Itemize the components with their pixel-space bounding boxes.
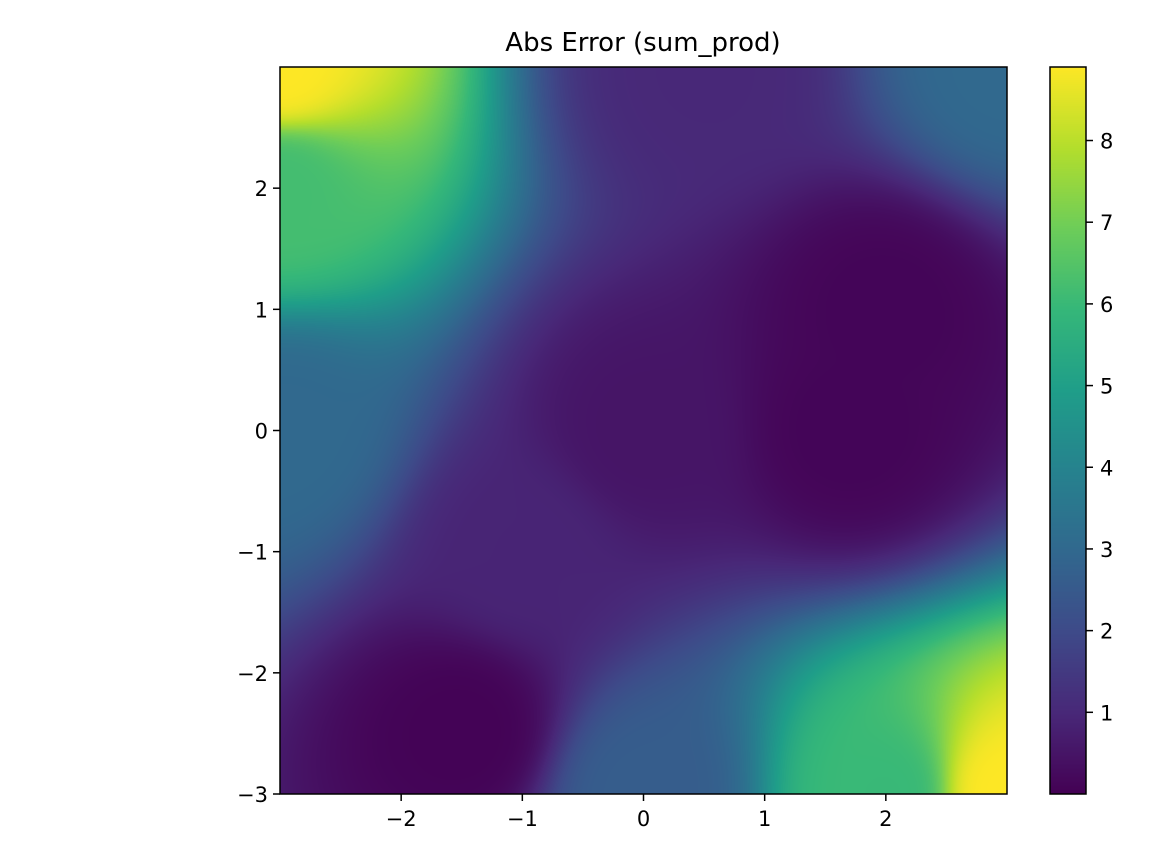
colorbar-tick-label: 1 bbox=[1100, 701, 1113, 725]
colorbar-tick-label: 6 bbox=[1100, 293, 1113, 317]
colorbar-tick-label: 5 bbox=[1100, 375, 1113, 399]
chart-title: Abs Error (sum_prod) bbox=[505, 28, 780, 58]
x-tick-label: 1 bbox=[758, 807, 771, 831]
y-tick-label: −1 bbox=[237, 541, 268, 565]
x-tick-label: 0 bbox=[637, 807, 650, 831]
colorbar-tick-label: 8 bbox=[1100, 130, 1113, 154]
x-axis: −2 −1 0 1 2 bbox=[386, 794, 893, 831]
plot-frame bbox=[279, 66, 1008, 795]
y-tick-label: 1 bbox=[255, 298, 268, 322]
colorbar-frame bbox=[1049, 66, 1087, 795]
x-tick-label: 2 bbox=[879, 807, 892, 831]
colorbar-axis: 1 2 3 4 5 6 7 8 bbox=[1086, 130, 1113, 725]
heatmap-image bbox=[280, 67, 1007, 794]
colorbar-gradient bbox=[1050, 67, 1086, 794]
x-tick-label: −2 bbox=[386, 807, 417, 831]
y-tick-label: 2 bbox=[255, 177, 268, 201]
y-tick-label: 0 bbox=[255, 420, 268, 444]
y-tick-label: −3 bbox=[237, 783, 268, 807]
colorbar-tick-label: 4 bbox=[1100, 456, 1113, 480]
colorbar-tick-label: 7 bbox=[1100, 211, 1113, 235]
y-axis: −3 −2 −1 0 1 2 bbox=[237, 177, 280, 807]
x-tick-label: −1 bbox=[507, 807, 538, 831]
colorbar-tick-label: 2 bbox=[1100, 620, 1113, 644]
y-tick-label: −2 bbox=[237, 662, 268, 686]
colorbar-tick-label: 3 bbox=[1100, 538, 1113, 562]
